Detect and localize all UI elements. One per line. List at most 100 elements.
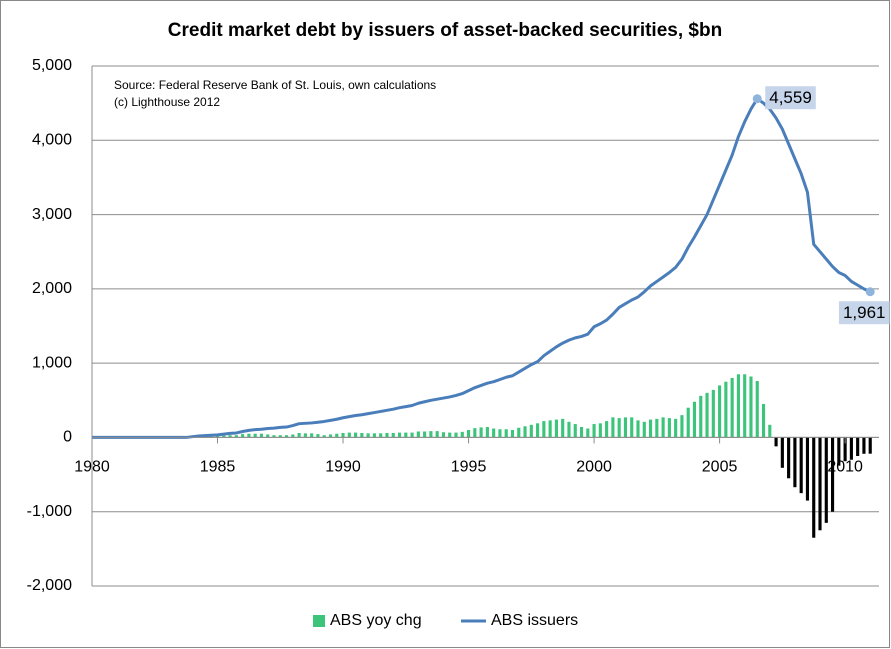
- bar: [222, 435, 226, 438]
- bar: [711, 389, 715, 438]
- bar: [322, 435, 326, 438]
- bar: [799, 437, 803, 494]
- bar: [466, 430, 471, 438]
- bar: [542, 421, 546, 438]
- bar: [648, 419, 653, 438]
- bar: [423, 431, 427, 438]
- x-tick-label: 1995: [451, 459, 487, 476]
- bar: [241, 434, 245, 438]
- y-tick-label: 1,000: [32, 354, 72, 371]
- bar: [284, 435, 289, 438]
- bar: [215, 435, 220, 438]
- bar: [843, 437, 847, 462]
- grid: [92, 65, 879, 587]
- bar: [598, 423, 602, 438]
- bar: [397, 432, 402, 438]
- bars: [190, 374, 872, 538]
- bar: [818, 437, 822, 531]
- bar: [730, 378, 734, 438]
- bar: [611, 417, 615, 438]
- bar: [805, 437, 810, 501]
- bar: [278, 435, 282, 438]
- bar: [605, 421, 609, 438]
- bar: [316, 434, 320, 438]
- source-note: Source: Federal Reserve Bank of St. Loui…: [114, 78, 436, 92]
- bar: [573, 424, 577, 438]
- bar: [724, 381, 728, 438]
- y-tick-label: 4,000: [32, 132, 72, 149]
- bar: [372, 433, 376, 438]
- chart-title: Credit market debt by issuers of asset-b…: [168, 20, 722, 41]
- bar: [768, 424, 772, 438]
- bar: [485, 427, 489, 438]
- bar: [623, 417, 628, 438]
- bar: [391, 432, 395, 438]
- bar: [667, 418, 671, 438]
- bar: [674, 418, 678, 438]
- bar: [335, 433, 339, 438]
- bar: [743, 374, 747, 438]
- bar: [617, 418, 621, 438]
- bar: [774, 437, 778, 447]
- bar: [291, 434, 295, 438]
- bar: [448, 432, 452, 438]
- bar: [234, 435, 238, 438]
- bar: [253, 433, 257, 438]
- bar: [492, 428, 496, 438]
- bar: [266, 434, 270, 438]
- bar: [718, 385, 722, 438]
- bar: [586, 428, 590, 438]
- bar: [849, 437, 853, 460]
- y-tick-label: 0: [63, 429, 72, 446]
- y-tick-label: 5,000: [32, 57, 72, 74]
- bar: [661, 417, 665, 438]
- bar: [259, 433, 264, 438]
- x-tick-label: 1980: [74, 459, 110, 476]
- bar: [360, 432, 364, 438]
- bar: [868, 437, 872, 454]
- bar: [366, 433, 370, 438]
- bar: [328, 434, 333, 438]
- bar: [404, 432, 408, 438]
- bar: [297, 432, 301, 438]
- point-marker: [752, 94, 762, 104]
- bar: [680, 415, 684, 438]
- bar: [567, 421, 571, 438]
- data-label-bg: [838, 301, 890, 325]
- bar: [228, 435, 232, 438]
- bar: [536, 423, 540, 438]
- bar: [761, 404, 766, 438]
- bar: [548, 420, 552, 438]
- bar: [454, 432, 458, 438]
- y-tick-label: 2,000: [32, 280, 72, 297]
- bar: [498, 429, 502, 438]
- bar: [705, 392, 709, 438]
- bar: [636, 420, 640, 438]
- bar: [749, 376, 753, 438]
- bar: [416, 431, 420, 438]
- bar: [354, 432, 358, 438]
- bar: [554, 419, 558, 438]
- bar: [592, 424, 596, 438]
- x-tick-label: 2010: [827, 459, 863, 476]
- lines: 4,559 1,961: [92, 86, 890, 439]
- bar: [787, 437, 791, 479]
- bar: [529, 424, 533, 438]
- bar: [429, 431, 433, 438]
- data-label-bg: [765, 86, 816, 110]
- bar: [793, 437, 797, 488]
- data-label: 4,559: [769, 88, 812, 107]
- data-label: 1,961: [843, 303, 886, 322]
- bar: [441, 432, 446, 438]
- bar: [247, 433, 251, 438]
- legend-label: ABS issuers: [491, 612, 578, 629]
- bar: [856, 437, 860, 456]
- bar: [460, 431, 464, 438]
- y-tick-label: -1,000: [27, 503, 72, 520]
- bar: [642, 421, 646, 438]
- y-tick-label: -2,000: [27, 577, 72, 594]
- bar: [510, 430, 515, 438]
- bar: [655, 418, 659, 438]
